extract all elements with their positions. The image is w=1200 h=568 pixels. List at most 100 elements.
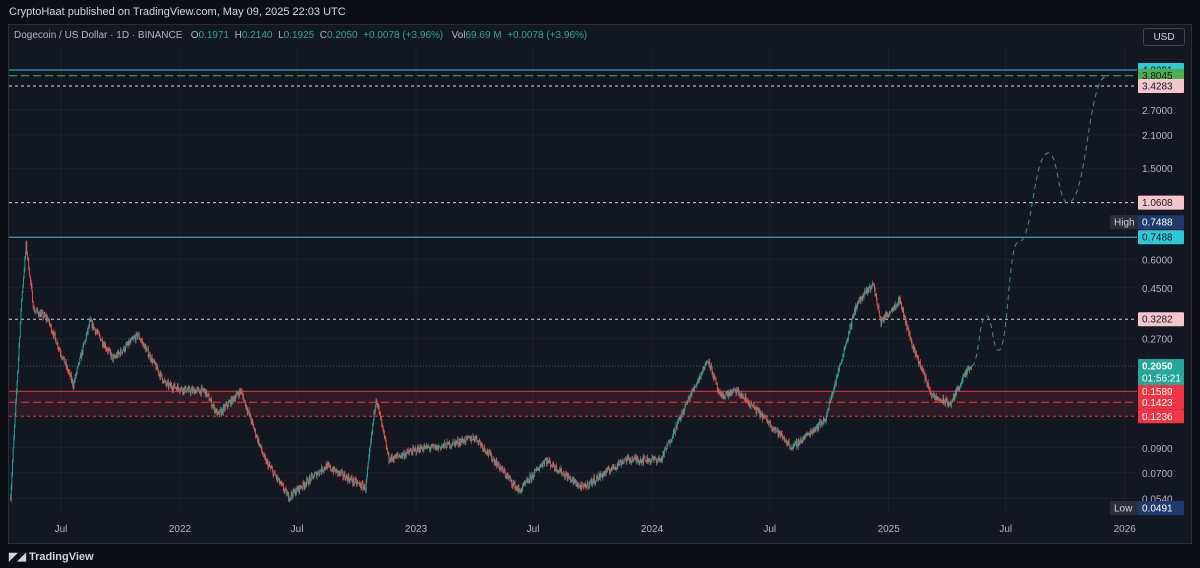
candle-body (455, 441, 456, 446)
candle-body (750, 402, 752, 407)
candle-body (433, 445, 435, 447)
candle-body (515, 486, 516, 490)
candle-body (737, 389, 739, 392)
candle-body (783, 437, 785, 439)
candle-body (138, 334, 140, 336)
candle-body (367, 468, 368, 476)
projection-path[interactable] (970, 75, 1108, 367)
candle-body (940, 399, 941, 401)
candle-body (246, 409, 248, 413)
candle-body (387, 449, 388, 454)
candle-body (669, 440, 670, 444)
candle-body (488, 453, 489, 455)
candle-body (571, 478, 573, 481)
candle-body (427, 446, 429, 448)
candle-body (75, 374, 77, 376)
candle-body (654, 457, 656, 460)
candle-body (281, 481, 282, 484)
candle-body (81, 351, 83, 359)
level-tag[interactable] (1138, 384, 1184, 399)
candle-body (231, 397, 233, 404)
candle-body (704, 369, 705, 371)
candle-body (422, 450, 424, 451)
level-tag[interactable] (1138, 79, 1184, 94)
candle-body (279, 483, 281, 484)
candle-body (297, 485, 299, 491)
level-tag[interactable] (1138, 195, 1184, 210)
candle-body (411, 450, 412, 453)
candle-body (251, 419, 253, 423)
candle-body (799, 439, 801, 442)
candle-body (478, 441, 480, 445)
candle-body (193, 388, 194, 390)
candle-body (232, 396, 234, 399)
candle-body (134, 337, 136, 341)
candle-body (431, 444, 433, 446)
tradingview-logo[interactable]: ◤◢ TradingView (9, 550, 94, 563)
candle-body (865, 289, 867, 292)
candle-body (613, 466, 615, 469)
candle-body (555, 465, 557, 470)
candle-body (151, 357, 152, 361)
candle-body (712, 374, 714, 377)
candle-body (357, 482, 359, 484)
candle-body (840, 362, 842, 365)
candle-body (402, 454, 404, 457)
candle-body (118, 352, 120, 354)
level-tag[interactable] (1138, 395, 1184, 410)
candle-body (286, 493, 288, 496)
candle-body (39, 312, 41, 317)
published-text: CryptoHaat published on TradingView.com,… (9, 6, 346, 18)
candle-body (517, 489, 518, 492)
candle-body (125, 345, 127, 350)
candle-body (444, 442, 446, 445)
last-price-tag[interactable] (1138, 358, 1184, 385)
candle-body (358, 482, 359, 484)
candle-body (83, 343, 85, 346)
candle-body (596, 475, 598, 478)
candle-body (868, 287, 870, 292)
candle-body (746, 398, 747, 401)
symbol-title[interactable]: Dogecoin / US Dollar · 1D · BINANCE (14, 30, 183, 41)
candle-body (206, 389, 207, 397)
candle-body (542, 462, 544, 467)
candle-body (260, 445, 262, 447)
currency-button[interactable]: USD (1143, 28, 1185, 46)
level-tag[interactable] (1138, 409, 1184, 424)
candle-body (37, 309, 39, 313)
level-tag[interactable] (1138, 230, 1184, 245)
candle-body (237, 393, 239, 395)
brand-name: TradingView (28, 551, 94, 563)
candle-body (48, 318, 50, 321)
candle-body (137, 335, 139, 338)
candle-body (150, 359, 152, 361)
candle-body (780, 433, 782, 436)
candle-body (276, 476, 278, 479)
candle-body (507, 475, 509, 476)
candle-body (929, 387, 930, 388)
candle-body (547, 459, 549, 463)
level-tag[interactable] (1138, 312, 1184, 327)
candle-body (925, 375, 927, 381)
candle-body (119, 352, 121, 356)
support-zone[interactable] (9, 391, 1137, 417)
candle-body (317, 471, 319, 475)
candle-body (888, 314, 890, 315)
candle-body (711, 364, 712, 367)
candle-body (823, 417, 825, 421)
high-marker-value: 0.7488 (1142, 218, 1173, 229)
candle-body (570, 480, 572, 482)
candle-body (777, 428, 778, 430)
candle-body (674, 429, 676, 433)
candle-body (226, 403, 228, 407)
chart-pane[interactable] (8, 24, 1192, 544)
candle-body (182, 388, 184, 393)
candle-body (647, 456, 648, 462)
candle-body (360, 483, 361, 488)
candle-body (227, 406, 229, 407)
candle-body (528, 481, 529, 482)
candle-body (295, 492, 297, 495)
candle-body (639, 459, 641, 461)
candle-body (504, 469, 506, 472)
